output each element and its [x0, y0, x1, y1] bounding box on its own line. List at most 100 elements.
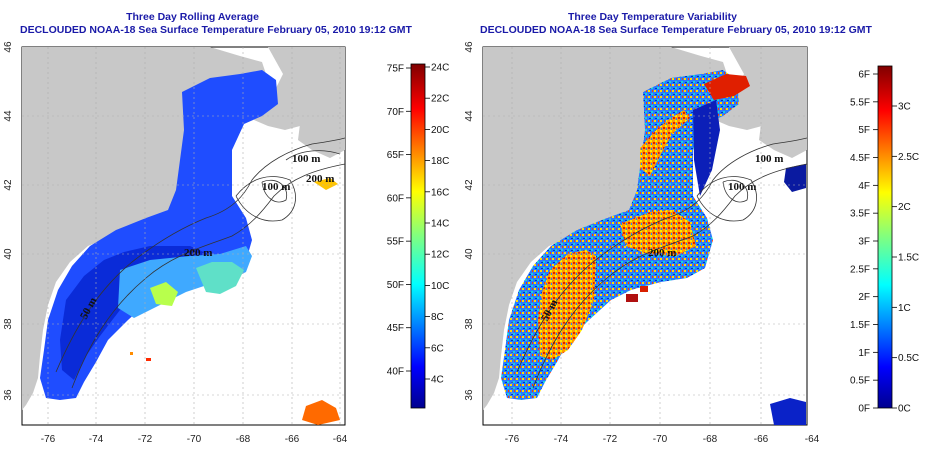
- left-contour-label-100m-b: 100 m: [262, 181, 290, 193]
- right-x-tick: -70: [653, 434, 668, 445]
- right-title-line1: Three Day Temperature Variability: [567, 11, 738, 23]
- left-x-tick: -68: [236, 434, 251, 445]
- colorbar-label: 16C: [431, 187, 449, 198]
- colorbar-label: 2.5F: [850, 264, 870, 275]
- right-y-axis: 36 38 40 42 44 46: [464, 41, 475, 401]
- left-x-tick: -72: [138, 434, 153, 445]
- colorbar-label: 4F: [858, 181, 870, 192]
- left-title-line2: DECLOUDED NOAA-18 Sea Surface Temperatur…: [20, 24, 412, 36]
- colorbar-label: 10C: [431, 281, 449, 292]
- right-colorbar: 6F 5.5F 5F 4.5F 4F 3.5F 3F 2.5F 2F 1.5F 1F 0.5F 0F 3…: [850, 65, 919, 415]
- right-variability-high-shelf: [538, 250, 596, 360]
- left-map: 100 m 100 m 200 m 200 m 50 m -76 -74 -72…: [3, 41, 348, 445]
- left-x-axis: -76 -74 -72 -70 -68 -66 -64: [41, 434, 348, 445]
- left-x-tick: -64: [333, 434, 348, 445]
- colorbar-label: 20C: [431, 125, 449, 136]
- colorbar-label: 4C: [431, 375, 444, 386]
- left-x-tick: -66: [285, 434, 300, 445]
- left-y-tick: 36: [3, 389, 14, 401]
- left-x-tick: -74: [89, 434, 104, 445]
- colorbar-label: 2.5C: [898, 152, 919, 163]
- left-x-tick: -76: [41, 434, 56, 445]
- right-x-tick: -68: [703, 434, 718, 445]
- right-y-tick: 46: [464, 41, 475, 53]
- colorbar-label: 5F: [858, 125, 870, 136]
- right-y-tick: 36: [464, 389, 475, 401]
- right-graticule: [483, 47, 807, 425]
- right-x-tick: -66: [754, 434, 769, 445]
- left-y-tick: 40: [3, 248, 14, 260]
- left-sst-gulfstream-edge: [196, 262, 244, 294]
- left-land-us: [22, 47, 268, 410]
- right-x-axis: -76 -74 -72 -70 -68 -66 -64: [505, 434, 820, 445]
- colorbar-label: 3F: [858, 237, 870, 248]
- right-bathymetry-contours: [516, 137, 807, 389]
- right-x-tick: -72: [603, 434, 618, 445]
- left-contour-label-200m-a: 200 m: [184, 247, 212, 259]
- colorbar-label: 24C: [431, 63, 449, 74]
- colorbar-label: 8C: [431, 312, 444, 323]
- colorbar-label: 0C: [898, 404, 911, 415]
- colorbar-label: 0.5F: [850, 376, 870, 387]
- right-variability-high-slope: [620, 210, 696, 256]
- colorbar-label: 55F: [387, 237, 404, 248]
- left-y-tick: 42: [3, 179, 14, 191]
- right-y-tick: 44: [464, 110, 475, 122]
- right-variability-high-coast: [640, 110, 690, 176]
- left-bathymetry-contours: [55, 137, 345, 389]
- right-contour-label-100m-a: 100 m: [755, 153, 783, 165]
- left-x-tick: -70: [187, 434, 202, 445]
- colorbar-label: 18C: [431, 156, 449, 167]
- right-contour-label-100m-b: 100 m: [728, 181, 756, 193]
- colorbar-label: 45F: [387, 323, 404, 334]
- colorbar-label: 1C: [898, 303, 911, 314]
- left-y-tick: 46: [3, 41, 14, 53]
- colorbar-label: 70F: [387, 107, 404, 118]
- colorbar-label: 1.5C: [898, 253, 919, 264]
- colorbar-label: 12C: [431, 250, 449, 261]
- right-title-line2: DECLOUDED NOAA-18 Sea Surface Temperatur…: [480, 24, 872, 36]
- right-variability-maine-hot: [704, 74, 750, 100]
- colorbar-label: 4.5F: [850, 153, 870, 164]
- colorbar-label: 0F: [858, 404, 870, 415]
- colorbar-label: 40F: [387, 367, 404, 378]
- left-contour-label-200m-b: 200 m: [306, 173, 334, 185]
- colorbar-label: 2F: [858, 292, 870, 303]
- colorbar-label: 6C: [431, 343, 444, 354]
- colorbar-label: 3.5F: [850, 209, 870, 220]
- right-variability-low-south: [770, 398, 806, 425]
- colorbar-label: 50F: [387, 280, 404, 291]
- right-variability-low-gulf: [693, 100, 720, 196]
- left-title-line1: Three Day Rolling Average: [126, 11, 259, 23]
- colorbar-label: 2C: [898, 202, 911, 213]
- right-contour-label-200m-a: 200 m: [648, 247, 676, 259]
- colorbar-label: 65F: [387, 150, 404, 161]
- colorbar-label: 14C: [431, 219, 449, 230]
- left-map-title: Three Day Rolling Average DECLOUDED NOAA…: [20, 11, 412, 37]
- right-y-tick: 40: [464, 248, 475, 260]
- colorbar-label: 75F: [387, 64, 404, 75]
- colorbar-label: 3C: [898, 102, 911, 113]
- left-sst-hot-patch: [302, 400, 340, 425]
- colorbar-label: 22C: [431, 94, 449, 105]
- colorbar-label: 1F: [858, 348, 870, 359]
- left-sst-warm-patch: [150, 282, 178, 306]
- left-sst-warm-shelf: [60, 246, 222, 380]
- right-x-tick: -74: [554, 434, 569, 445]
- left-sst-georges-edge: [314, 178, 338, 190]
- left-y-tick: 38: [3, 318, 14, 330]
- right-map: 100 m 100 m 200 m 50 m -76 -74 -72 -70 -…: [464, 41, 820, 445]
- right-y-tick: 38: [464, 318, 475, 330]
- right-land-us: [483, 47, 729, 410]
- colorbar-label: 1.5F: [850, 320, 870, 331]
- left-y-axis: 36 38 40 42 44 46: [3, 41, 14, 401]
- colorbar-label: 60F: [387, 193, 404, 204]
- left-graticule: [22, 47, 345, 425]
- right-map-title: Three Day Temperature Variability DECLOU…: [480, 11, 872, 37]
- left-contour-label-100m-a: 100 m: [292, 153, 320, 165]
- right-land-novascotia: [759, 110, 807, 158]
- colorbar-label: 0.5C: [898, 353, 919, 364]
- colorbar-label: 5.5F: [850, 97, 870, 108]
- left-colorbar: 75F 70F 65F 60F 55F 50F 45F 40F 24C 22C 20C 18C 16C…: [387, 63, 449, 409]
